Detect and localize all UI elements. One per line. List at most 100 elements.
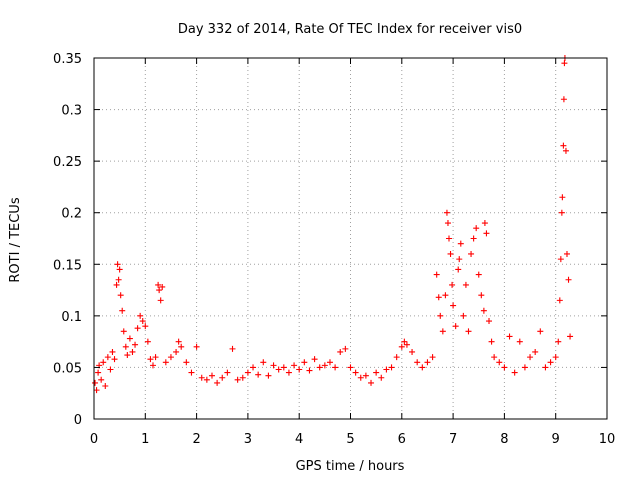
data-point [403, 341, 410, 348]
data-point [316, 364, 323, 371]
data-point [342, 345, 349, 352]
data-point [229, 345, 236, 352]
y-tick-label: 0.2 [61, 207, 82, 222]
data-point [159, 283, 166, 290]
data-point [409, 348, 416, 355]
data-point [291, 362, 298, 369]
data-point [270, 362, 277, 369]
y-tick-label: 0.35 [53, 52, 82, 67]
data-point [137, 312, 144, 319]
data-point [478, 292, 485, 299]
data-point [155, 281, 162, 288]
data-point [115, 276, 122, 283]
data-point [306, 367, 313, 374]
data-point [311, 356, 318, 363]
data-point [455, 266, 462, 273]
data-point [563, 250, 570, 257]
data-point [491, 354, 498, 361]
data-point [560, 96, 567, 103]
data-point [465, 328, 472, 335]
data-point [378, 374, 385, 381]
y-tick-label: 0.3 [61, 104, 82, 119]
data-point [470, 235, 477, 242]
data-point [116, 266, 123, 273]
x-tick-label: 10 [599, 432, 616, 447]
data-point [124, 352, 131, 359]
data-point [98, 376, 105, 383]
data-point [337, 348, 344, 355]
data-point [149, 362, 156, 369]
x-tick-label: 1 [141, 432, 149, 447]
x-tick-label: 6 [398, 432, 406, 447]
data-point [134, 325, 141, 332]
data-point [433, 271, 440, 278]
data-point [501, 364, 508, 371]
data-point [173, 348, 180, 355]
data-point [132, 341, 139, 348]
data-point [102, 382, 109, 389]
data-point [547, 359, 554, 366]
chart-title: Day 332 of 2014, Rate Of TEC Index for r… [178, 22, 522, 37]
data-point [129, 348, 136, 355]
data-point [532, 348, 539, 355]
data-point [475, 271, 482, 278]
data-point [521, 364, 528, 371]
data-point [178, 343, 185, 350]
data-point [142, 323, 149, 330]
data-point [456, 256, 463, 263]
x-axis-label: GPS time / hours [296, 459, 405, 474]
data-point [558, 209, 565, 216]
data-point [561, 60, 568, 67]
data-point [542, 364, 549, 371]
data-point [555, 338, 562, 345]
data-point [301, 359, 308, 366]
data-point [468, 250, 475, 257]
data-point [122, 343, 129, 350]
y-tick-label: 0.15 [53, 258, 82, 273]
data-point [167, 354, 174, 361]
data-point [92, 379, 99, 386]
data-point [383, 366, 390, 373]
data-point [265, 372, 272, 379]
data-point [567, 333, 574, 340]
data-point [139, 318, 146, 325]
x-tick-label: 7 [449, 432, 457, 447]
data-point [496, 359, 503, 366]
data-point [457, 240, 464, 247]
data-point [156, 287, 163, 294]
data-point [373, 369, 380, 376]
data-point [462, 281, 469, 288]
data-point [443, 209, 450, 216]
data-point [488, 338, 495, 345]
data-point [224, 369, 231, 376]
data-point [152, 354, 159, 361]
data-point [486, 318, 493, 325]
y-tick-label: 0.25 [53, 155, 82, 170]
data-point [559, 194, 566, 201]
data-point [126, 335, 133, 342]
data-point [119, 307, 126, 314]
data-point [157, 297, 164, 304]
data-point [527, 354, 534, 361]
y-tick-label: 0 [74, 413, 82, 428]
data-point [244, 369, 251, 376]
data-point [326, 359, 333, 366]
data-point [219, 374, 226, 381]
data-point [481, 220, 488, 227]
data-point [321, 362, 328, 369]
x-tick-label: 9 [552, 432, 560, 447]
x-tick-label: 4 [295, 432, 303, 447]
data-point [296, 366, 303, 373]
data-point [250, 364, 257, 371]
data-point [347, 364, 354, 371]
data-point [537, 328, 544, 335]
data-point [162, 359, 169, 366]
data-point [114, 261, 121, 268]
data-point [239, 374, 246, 381]
data-point [332, 364, 339, 371]
data-point [120, 328, 127, 335]
data-point [357, 374, 364, 381]
data-point [445, 235, 452, 242]
data-point [419, 364, 426, 371]
